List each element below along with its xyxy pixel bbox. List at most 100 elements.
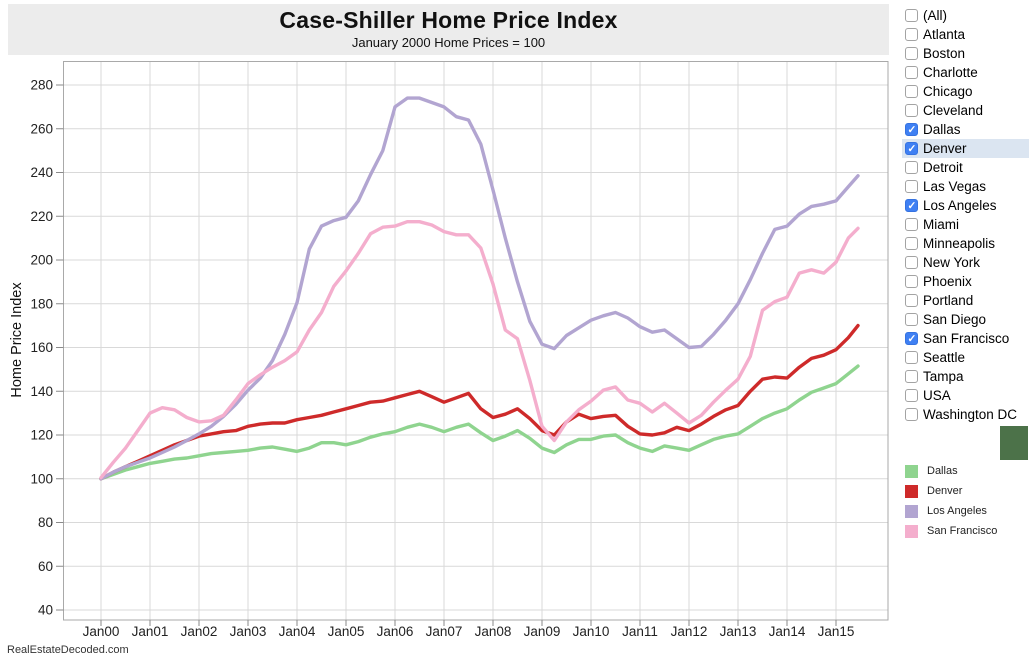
filter-label-detroit: Detroit xyxy=(923,160,963,175)
filter-row-los-angeles[interactable]: Los Angeles xyxy=(902,196,1029,215)
filter-row-las-vegas[interactable]: Las Vegas xyxy=(902,177,1029,196)
legend-swatch-denver xyxy=(905,484,918,498)
checkbox-new-york[interactable] xyxy=(905,256,918,269)
filter-label-san-diego: San Diego xyxy=(923,312,987,327)
filter-row-atlanta[interactable]: Atlanta xyxy=(902,25,1029,44)
filter-row-boston[interactable]: Boston xyxy=(902,44,1029,63)
x-tick-label: Jan12 xyxy=(671,624,708,639)
checkbox-los-angeles[interactable] xyxy=(905,199,918,213)
checkbox-san-diego[interactable] xyxy=(905,313,918,326)
y-tick-label: 60 xyxy=(38,559,53,574)
filter-row-minneapolis[interactable]: Minneapolis xyxy=(902,234,1029,253)
y-tick-label: 260 xyxy=(30,121,53,136)
filter-row-detroit[interactable]: Detroit xyxy=(902,158,1029,177)
filter-row-denver[interactable]: Denver xyxy=(902,139,1029,158)
checkbox-atlanta[interactable] xyxy=(905,28,918,41)
series-line-los-angeles[interactable] xyxy=(99,96,860,481)
series-line-denver[interactable] xyxy=(99,323,860,481)
filter-row-san-diego[interactable]: San Diego xyxy=(902,310,1029,329)
y-tick-label: 160 xyxy=(30,340,53,355)
filter-label-atlanta: Atlanta xyxy=(923,27,966,42)
x-tick-label: Jan08 xyxy=(475,624,512,639)
checkbox-washington-dc[interactable] xyxy=(905,408,918,421)
filter-row-cleveland[interactable]: Cleveland xyxy=(902,101,1029,120)
checkbox-detroit[interactable] xyxy=(905,161,918,174)
highlight-swatch[interactable] xyxy=(1000,426,1028,460)
x-tick-label: Jan06 xyxy=(377,624,414,639)
filter-row-dallas[interactable]: Dallas xyxy=(902,120,1029,139)
y-tick-label: 100 xyxy=(30,471,53,486)
series-line-dallas[interactable] xyxy=(99,364,860,481)
legend-row-dallas[interactable]: Dallas xyxy=(905,461,997,481)
filter-label-boston: Boston xyxy=(923,46,966,61)
y-axis-title: Home Price Index xyxy=(9,282,25,398)
filter-row-washington-dc[interactable]: Washington DC xyxy=(902,405,1029,424)
checkbox-denver[interactable] xyxy=(905,142,918,156)
legend-label-dallas: Dallas xyxy=(927,465,958,477)
checkbox-boston[interactable] xyxy=(905,47,918,60)
filter-label-seattle: Seattle xyxy=(923,350,966,365)
checkbox-seattle[interactable] xyxy=(905,351,918,364)
x-tick-label: Jan01 xyxy=(132,624,169,639)
filter-row-portland[interactable]: Portland xyxy=(902,291,1029,310)
x-tick-label: Jan13 xyxy=(720,624,757,639)
checkbox-all[interactable] xyxy=(905,9,918,22)
filter-label-phoenix: Phoenix xyxy=(923,274,972,289)
x-tick-label: Jan14 xyxy=(769,624,806,639)
checkbox-usa[interactable] xyxy=(905,389,918,402)
checkbox-las-vegas[interactable] xyxy=(905,180,918,193)
filter-row-san-francisco[interactable]: San Francisco xyxy=(902,329,1029,348)
checkbox-san-francisco[interactable] xyxy=(905,332,918,346)
filter-label-minneapolis: Minneapolis xyxy=(923,236,996,251)
filter-label-denver: Denver xyxy=(923,141,967,156)
city-filter-list: (All) Atlanta Boston Charlotte Chicago Clevel… xyxy=(902,6,1029,424)
filter-label-tampa: Tampa xyxy=(923,369,964,384)
x-tick-label: Jan11 xyxy=(622,624,658,639)
legend-row-los-angeles[interactable]: Los Angeles xyxy=(905,501,997,521)
filter-row-all[interactable]: (All) xyxy=(902,6,1029,25)
checkbox-chicago[interactable] xyxy=(905,85,918,98)
filter-row-tampa[interactable]: Tampa xyxy=(902,367,1029,386)
chart-subtitle: January 2000 Home Prices = 100 xyxy=(351,35,546,50)
y-tick-label: 180 xyxy=(30,296,53,311)
filter-row-miami[interactable]: Miami xyxy=(902,215,1029,234)
y-tick-label: 220 xyxy=(30,209,53,224)
filter-label-los-angeles: Los Angeles xyxy=(923,198,997,213)
chart-title: Case-Shiller Home Price Index xyxy=(279,7,618,33)
filter-row-usa[interactable]: USA xyxy=(902,386,1029,405)
checkbox-cleveland[interactable] xyxy=(905,104,918,117)
x-tick-label: Jan15 xyxy=(818,624,855,639)
legend-row-denver[interactable]: Denver xyxy=(905,481,997,501)
checkbox-dallas[interactable] xyxy=(905,123,918,137)
y-tick-label: 40 xyxy=(38,603,53,618)
filter-label-dallas: Dallas xyxy=(923,122,961,137)
checkbox-miami[interactable] xyxy=(905,218,918,231)
checkbox-charlotte[interactable] xyxy=(905,66,918,79)
checkbox-portland[interactable] xyxy=(905,294,918,307)
filter-row-charlotte[interactable]: Charlotte xyxy=(902,63,1029,82)
legend-swatch-dallas xyxy=(905,464,918,478)
checkbox-minneapolis[interactable] xyxy=(905,237,918,250)
filter-label-usa: USA xyxy=(923,388,951,403)
x-tick-label: Jan00 xyxy=(83,624,120,639)
legend-row-san-francisco[interactable]: San Francisco xyxy=(905,521,997,541)
legend-label-denver: Denver xyxy=(927,485,963,497)
checkbox-phoenix[interactable] xyxy=(905,275,918,288)
filter-label-miami: Miami xyxy=(923,217,959,232)
x-tick-label: Jan09 xyxy=(524,624,561,639)
filter-row-chicago[interactable]: Chicago xyxy=(902,82,1029,101)
filter-row-seattle[interactable]: Seattle xyxy=(902,348,1029,367)
legend-label-los-angeles: Los Angeles xyxy=(927,505,987,517)
filter-row-new-york[interactable]: New York xyxy=(902,253,1029,272)
plot-border xyxy=(63,61,889,621)
y-tick-label: 240 xyxy=(30,165,53,180)
filter-label-washington-dc: Washington DC xyxy=(923,407,1018,422)
series-color-legend: Dallas Denver Los Angeles San Francisco xyxy=(905,461,997,541)
y-tick-label: 120 xyxy=(30,428,53,443)
series-line-san-francisco[interactable] xyxy=(99,220,860,480)
filter-row-phoenix[interactable]: Phoenix xyxy=(902,272,1029,291)
x-tick-label: Jan05 xyxy=(328,624,365,639)
checkbox-tampa[interactable] xyxy=(905,370,918,383)
